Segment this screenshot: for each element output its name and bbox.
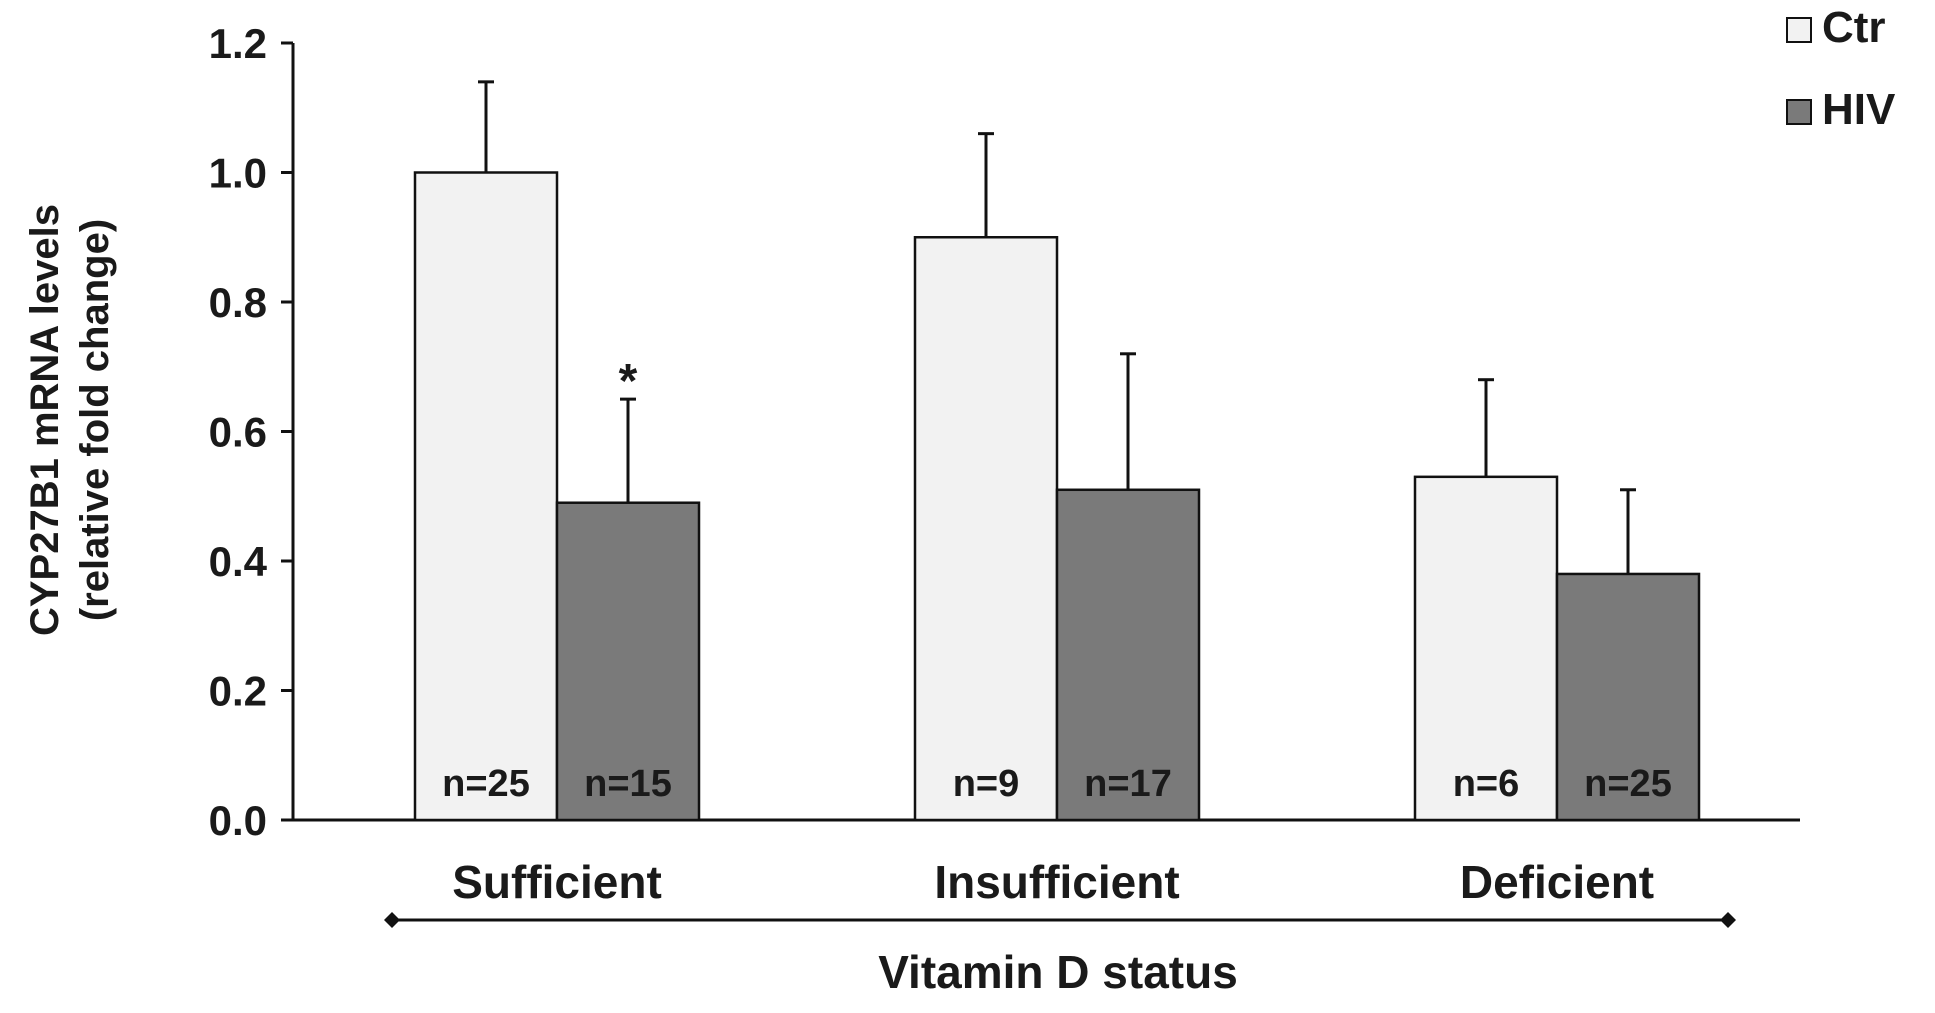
y-tick-label-1: 0.2 <box>209 668 267 715</box>
y-axis-title: CYP27B1 mRNA levels (relative fold chang… <box>23 204 117 636</box>
n-label-hiv-sufficient: n=15 <box>584 763 672 805</box>
n-label-hiv-insufficient: n=17 <box>1084 763 1172 805</box>
y-axis: 0.0 0.2 0.4 0.6 0.8 1.0 1.2 <box>209 20 295 844</box>
n-label-hiv-deficient: n=25 <box>1584 763 1672 805</box>
category-labels-group: Sufficient Insufficient Deficient <box>452 856 1654 908</box>
y-axis-title-line-2: (relative fold change) <box>73 219 117 621</box>
bar-hiv-deficient <box>1555 572 1701 822</box>
legend-label-ctr: Ctr <box>1822 3 1886 52</box>
legend-swatch-ctr <box>1786 17 1812 43</box>
y-tick-label-6: 1.2 <box>209 20 267 67</box>
n-label-ctr-deficient: n=6 <box>1453 763 1520 805</box>
y-tick-label-3: 0.6 <box>209 409 267 456</box>
bar-hiv-insufficient <box>1055 488 1201 822</box>
error-bars-group <box>478 80 1636 574</box>
y-tick-label-5: 1.0 <box>209 150 267 197</box>
n-label-ctr-insufficient: n=9 <box>953 763 1020 805</box>
bars-group <box>413 171 1701 822</box>
legend: Ctr HIV <box>1786 3 1896 134</box>
status-arrow-left-diamond <box>384 912 400 928</box>
bar-ctr-insufficient <box>913 236 1059 822</box>
legend-label-hiv: HIV <box>1822 85 1896 134</box>
significance-marker-0: * <box>619 355 638 408</box>
vitamin-d-status-axis: Vitamin D status <box>384 912 1736 998</box>
x-axis-title: Vitamin D status <box>878 946 1238 998</box>
category-label-deficient: Deficient <box>1460 856 1654 908</box>
bar-ctr-deficient <box>1413 475 1559 822</box>
category-label-insufficient: Insufficient <box>934 856 1179 908</box>
bar-labels-group: n=25 n=15 n=9 n=17 n=6 n=25 * <box>442 355 1672 805</box>
y-tick-label-2: 0.4 <box>209 538 268 585</box>
y-tick-label-0: 0.0 <box>209 797 267 844</box>
legend-swatch-hiv <box>1786 99 1812 125</box>
y-tick-label-4: 0.8 <box>209 279 267 326</box>
n-label-ctr-sufficient: n=25 <box>442 763 530 805</box>
y-axis-title-line-1: CYP27B1 mRNA levels <box>23 204 67 636</box>
bar-ctr-sufficient <box>413 171 559 822</box>
status-arrow-right-diamond <box>1720 912 1736 928</box>
category-label-sufficient: Sufficient <box>452 856 662 908</box>
bar-hiv-sufficient <box>555 501 701 822</box>
